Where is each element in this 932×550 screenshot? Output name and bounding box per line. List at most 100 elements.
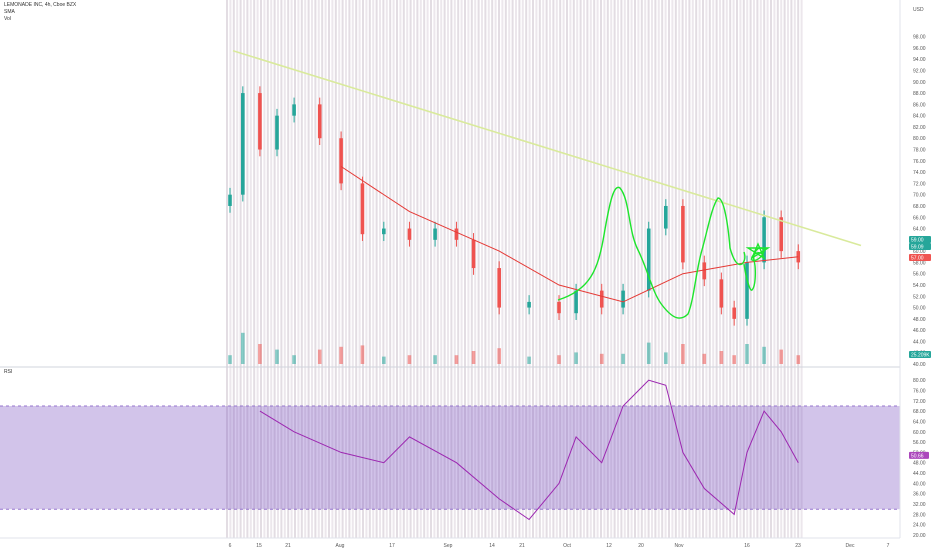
session-stripe: [392, 0, 395, 538]
price-tick-label: 68.00: [913, 204, 926, 210]
price-tick-label: 64.00: [913, 227, 926, 233]
time-tick-label: 20: [638, 543, 644, 549]
volume-bars: [228, 332, 801, 364]
vol-legend: Vol: [4, 16, 11, 22]
session-stripe: [239, 0, 242, 538]
candle-body: [339, 138, 343, 184]
session-stripe: [273, 0, 276, 538]
candle-body: [681, 205, 685, 263]
price-axis[interactable]: 98.00 96.00 94.00 92.00 90.00 88.00 86.00 84.00…: [909, 35, 931, 368]
session-stripe: [345, 0, 347, 538]
candle-body: [719, 279, 724, 308]
rsi-legend: RSI: [4, 369, 12, 375]
session-stripe: [511, 0, 514, 538]
time-tick-label: 14: [489, 543, 495, 549]
session-stripe: [732, 0, 735, 538]
candle-body: [292, 104, 296, 116]
rsi-tick-label: 76.00: [913, 388, 926, 394]
trend-line[interactable]: [232, 49, 862, 247]
price-tick-label: 86.00: [913, 102, 926, 108]
session-stripe: [542, 0, 545, 538]
volume-bar: [574, 352, 578, 364]
session-stripe: [413, 0, 415, 538]
hand-drawn-star: [745, 242, 771, 260]
price-tick-label: 56.00: [913, 272, 926, 278]
session-stripe: [715, 0, 718, 538]
volume-bar: [497, 348, 501, 364]
session-stripe: [311, 0, 313, 538]
price-tick-label: 72.00: [913, 181, 926, 187]
volume-bar: [471, 351, 476, 364]
session-stripe: [331, 0, 334, 538]
session-stripe: [402, 0, 405, 538]
session-stripe: [787, 0, 789, 538]
session-stripe: [739, 0, 742, 538]
session-stripe: [321, 0, 324, 538]
session-stripe: [338, 0, 341, 538]
hand-drawn-curve: [557, 186, 746, 319]
time-tick-label: 21: [519, 543, 525, 549]
candle-body: [527, 301, 531, 308]
time-axis[interactable]: 6 15 21 Aug 17 Sep 14 21 Oct 12 20 Nov 16 23 Dec 7: [229, 543, 890, 549]
sma-line: [340, 166, 799, 303]
volume-bar: [454, 355, 459, 364]
price-tick-label: 70.00: [913, 193, 926, 199]
session-stripe: [460, 0, 463, 538]
session-stripe: [634, 0, 636, 538]
price-tick-label: 60.00: [913, 249, 926, 255]
candle-body: [258, 93, 262, 150]
rsi-tick-label: 80.00: [913, 378, 926, 384]
session-stripe: [617, 0, 619, 538]
candle-body: [407, 228, 412, 240]
sma-legend: SMA: [4, 9, 16, 15]
volume-bar: [258, 344, 262, 364]
session-stripe: [416, 0, 419, 538]
session-stripe: [569, 0, 572, 538]
session-stripe: [691, 0, 694, 538]
price-tick-label: 96.00: [913, 46, 926, 52]
session-stripe: [348, 0, 351, 538]
session-stripe: [671, 0, 674, 538]
candle-body: [275, 115, 279, 150]
rsi-tick-label: 48.00: [913, 461, 926, 467]
volume-bar: [702, 353, 707, 364]
volume-bar: [762, 346, 766, 364]
session-stripe: [532, 0, 534, 538]
candle-body: [433, 228, 437, 240]
rsi-tick-label: 56.00: [913, 440, 926, 446]
rsi-tick-label: 64.00: [913, 419, 926, 425]
session-stripe: [790, 0, 793, 538]
candle-body: [646, 228, 651, 291]
session-stripe: [399, 0, 402, 538]
session-stripe: [491, 0, 494, 538]
hand-drawing[interactable]: [557, 186, 771, 319]
session-stripe: [722, 0, 725, 538]
session-stripe: [341, 0, 344, 538]
rsi-axis[interactable]: 80.0076.0072.0068.0064.0060.0056.0052.00…: [909, 378, 929, 539]
time-tick-label: Oct: [563, 543, 571, 549]
session-stripe: [596, 0, 599, 538]
session-stripe: [379, 0, 381, 538]
session-stripe: [477, 0, 480, 538]
session-stripe: [630, 0, 633, 538]
session-stripe: [426, 0, 429, 538]
candle-body: [621, 290, 625, 308]
rsi-badge-label: 50.66: [911, 453, 924, 459]
session-stripe: [430, 0, 432, 538]
time-tick-label: Nov: [675, 543, 684, 549]
session-stripe: [226, 0, 228, 538]
session-stripe: [433, 0, 436, 538]
rsi-tick-label: 28.00: [913, 512, 926, 518]
session-stripe: [525, 0, 528, 538]
candle-body: [241, 93, 245, 195]
price-tick-label: 66.00: [913, 215, 926, 221]
session-stripe: [698, 0, 701, 538]
session-stripe: [324, 0, 327, 538]
price-tick-label: 58.00: [913, 260, 926, 266]
candle-body: [762, 217, 766, 263]
price-tick-label: 48.00: [913, 317, 926, 323]
time-tick-label: 21: [285, 543, 291, 549]
session-stripe: [470, 0, 473, 538]
session-stripe: [623, 0, 626, 538]
